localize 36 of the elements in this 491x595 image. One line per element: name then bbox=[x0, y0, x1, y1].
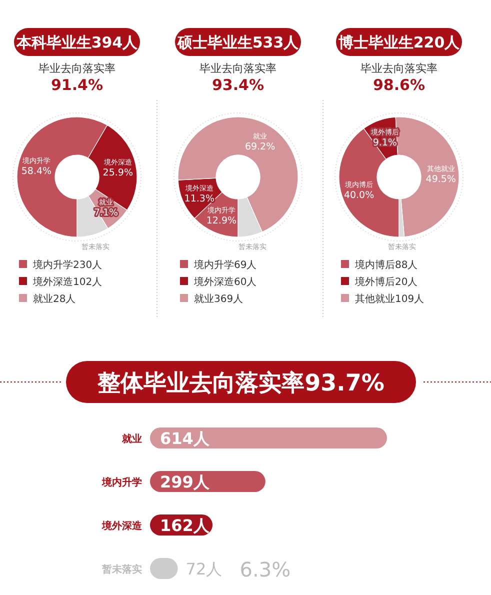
chart-subtitle: 毕业去向落实率 bbox=[38, 62, 116, 75]
text: 境内升学69人 bbox=[193, 259, 257, 271]
text: 其他就业109人 bbox=[355, 293, 424, 305]
text: 境外深造102人 bbox=[32, 276, 102, 288]
data-label: 72人 bbox=[186, 560, 222, 578]
text: 就业28人 bbox=[33, 293, 76, 305]
annotation: 6.3% bbox=[240, 558, 291, 582]
y-tick-label: 境外深造 bbox=[101, 520, 143, 532]
text: 98.6% bbox=[372, 76, 426, 94]
data-label: 58.4% bbox=[21, 166, 52, 178]
text: 境内升学230人 bbox=[32, 259, 102, 271]
data-label: 162人 bbox=[160, 516, 210, 535]
y-tick-label: 暂未落实 bbox=[101, 564, 142, 576]
data-label: 11.3% bbox=[184, 194, 214, 205]
text: 91.4% bbox=[50, 76, 104, 94]
chart-subtitle: 毕业去向落实率 bbox=[360, 62, 438, 75]
chart-subtitle: 毕业去向落实率 bbox=[200, 62, 276, 75]
text: 境外深造60人 bbox=[193, 276, 257, 288]
data-label: 299人 bbox=[160, 472, 210, 492]
data-label: 49.5% bbox=[426, 174, 456, 185]
data-label: 9.1% bbox=[372, 137, 397, 148]
chart-title: 博士毕业生220人 bbox=[337, 33, 461, 52]
chart-title: 本科毕业生394人 bbox=[15, 33, 139, 52]
data-label: 69.2% bbox=[244, 141, 276, 152]
text: 境外博后20人 bbox=[354, 276, 418, 288]
data-label: 25.9% bbox=[102, 167, 133, 178]
y-tick-label: 境内升学 bbox=[101, 476, 142, 488]
text: 就业369人 bbox=[194, 293, 244, 305]
chart-title: 整体毕业去向落实率93.7% bbox=[96, 369, 384, 396]
data-label: 614人 bbox=[160, 429, 210, 448]
chart-title: 硕士毕业生533人 bbox=[176, 33, 300, 52]
text: 境内博后88人 bbox=[354, 259, 418, 271]
data-label: 40.0% bbox=[344, 190, 374, 201]
y-tick-label: 就业 bbox=[121, 433, 142, 445]
data-label: 12.9% bbox=[206, 216, 237, 227]
text: 93.4% bbox=[212, 76, 264, 94]
